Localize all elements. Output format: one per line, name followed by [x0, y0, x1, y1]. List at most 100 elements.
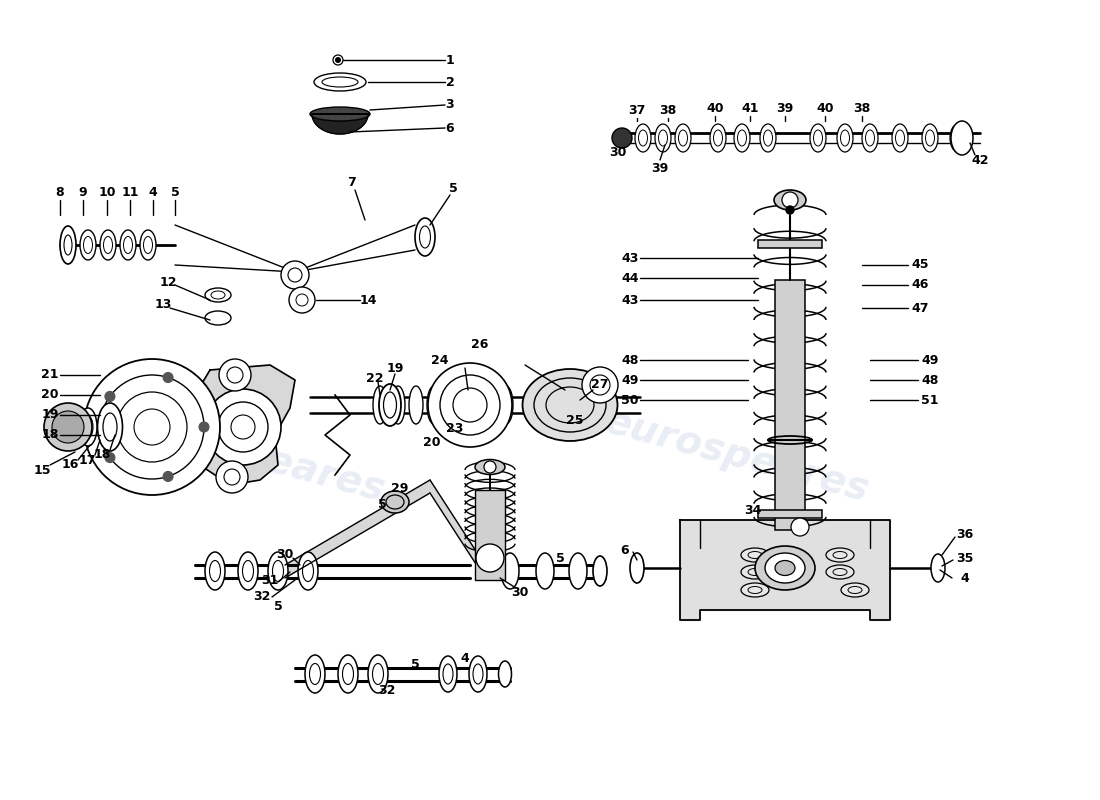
Text: 51: 51	[922, 394, 938, 406]
Text: 11: 11	[121, 186, 139, 199]
Ellipse shape	[760, 124, 775, 152]
Ellipse shape	[205, 288, 231, 302]
Polygon shape	[680, 520, 890, 620]
Text: 30: 30	[609, 146, 627, 158]
Ellipse shape	[710, 124, 726, 152]
Text: 5: 5	[449, 182, 458, 194]
Ellipse shape	[741, 565, 769, 579]
Ellipse shape	[475, 459, 505, 474]
Text: 2: 2	[446, 75, 454, 89]
Ellipse shape	[205, 552, 225, 590]
Ellipse shape	[439, 656, 456, 692]
Bar	[758, 510, 822, 518]
Circle shape	[163, 471, 173, 482]
Circle shape	[782, 192, 797, 208]
Ellipse shape	[368, 655, 388, 693]
Ellipse shape	[764, 553, 805, 583]
Ellipse shape	[837, 124, 852, 152]
Ellipse shape	[630, 553, 644, 583]
Ellipse shape	[499, 386, 513, 424]
Text: 14: 14	[360, 294, 376, 306]
Text: 36: 36	[956, 529, 974, 542]
Ellipse shape	[98, 403, 122, 451]
Text: 6: 6	[620, 543, 629, 557]
Ellipse shape	[120, 230, 136, 260]
Ellipse shape	[140, 230, 156, 260]
Text: 5: 5	[556, 551, 564, 565]
Text: 50: 50	[621, 394, 639, 406]
Ellipse shape	[950, 124, 966, 152]
Circle shape	[289, 287, 315, 313]
Text: 24: 24	[431, 354, 449, 366]
Circle shape	[582, 367, 618, 403]
Text: 1: 1	[446, 54, 454, 66]
Text: 5: 5	[377, 498, 386, 511]
Circle shape	[199, 422, 209, 432]
Text: 49: 49	[922, 354, 938, 366]
Circle shape	[219, 359, 251, 391]
Circle shape	[163, 373, 173, 382]
Ellipse shape	[569, 553, 587, 589]
Text: 4: 4	[960, 571, 969, 585]
Text: 47: 47	[911, 302, 928, 314]
Ellipse shape	[60, 226, 76, 264]
Ellipse shape	[379, 384, 401, 426]
Text: 40: 40	[816, 102, 834, 114]
Circle shape	[336, 58, 341, 62]
Text: 25: 25	[566, 414, 584, 426]
Text: 8: 8	[56, 186, 64, 199]
Ellipse shape	[498, 661, 512, 687]
Ellipse shape	[741, 548, 769, 562]
Text: eurospeares: eurospeares	[601, 402, 873, 510]
Ellipse shape	[862, 124, 878, 152]
Text: 22: 22	[366, 371, 384, 385]
Polygon shape	[192, 365, 295, 485]
Ellipse shape	[842, 583, 869, 597]
Text: 34: 34	[745, 503, 761, 517]
Ellipse shape	[922, 124, 938, 152]
Text: 4: 4	[461, 651, 470, 665]
Ellipse shape	[305, 655, 324, 693]
Ellipse shape	[776, 561, 795, 575]
Text: 44: 44	[621, 271, 639, 285]
Ellipse shape	[593, 556, 607, 586]
Text: 5: 5	[410, 658, 419, 670]
Circle shape	[205, 389, 280, 465]
Ellipse shape	[952, 121, 974, 155]
Text: 4: 4	[148, 186, 157, 199]
Ellipse shape	[810, 124, 826, 152]
Text: 39: 39	[777, 102, 793, 114]
Ellipse shape	[446, 386, 459, 424]
Bar	[475, 490, 505, 580]
Ellipse shape	[427, 386, 441, 424]
Circle shape	[44, 403, 92, 451]
Circle shape	[84, 359, 220, 495]
Circle shape	[786, 206, 794, 214]
Circle shape	[104, 391, 114, 402]
Ellipse shape	[268, 552, 288, 590]
Ellipse shape	[522, 369, 617, 441]
Text: 7: 7	[348, 177, 356, 190]
Ellipse shape	[390, 386, 405, 424]
Ellipse shape	[205, 311, 231, 325]
Text: 16: 16	[62, 458, 79, 471]
Circle shape	[52, 411, 84, 443]
Ellipse shape	[79, 408, 97, 446]
Text: 30: 30	[512, 586, 529, 598]
Polygon shape	[285, 480, 430, 578]
Ellipse shape	[755, 546, 815, 590]
Ellipse shape	[310, 107, 370, 121]
Text: 32: 32	[378, 683, 396, 697]
Circle shape	[280, 261, 309, 289]
Ellipse shape	[463, 386, 477, 424]
Text: 35: 35	[956, 551, 974, 565]
Text: 19: 19	[42, 409, 58, 422]
Ellipse shape	[100, 230, 116, 260]
Text: 43: 43	[621, 294, 639, 306]
Text: 29: 29	[392, 482, 409, 494]
Text: 10: 10	[98, 186, 116, 199]
Ellipse shape	[734, 124, 750, 152]
Ellipse shape	[675, 124, 691, 152]
Ellipse shape	[481, 386, 495, 424]
Ellipse shape	[536, 553, 554, 589]
